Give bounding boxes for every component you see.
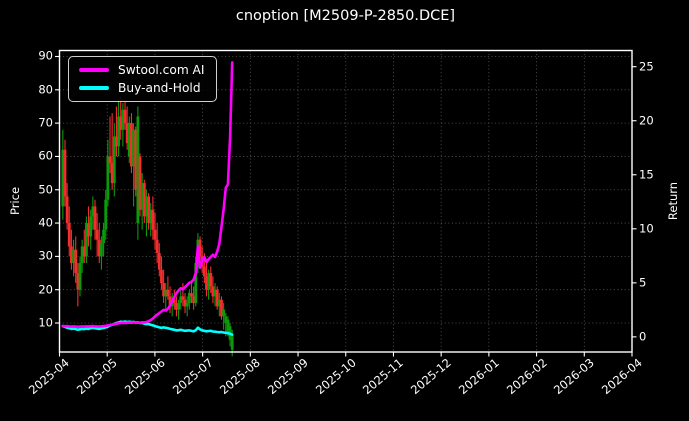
y-left-tick-label: 40	[38, 215, 53, 230]
y-left-tick-label: 50	[38, 182, 53, 196]
y-right-tick-label: 0	[639, 329, 647, 344]
ai-line-swatch	[79, 68, 109, 72]
chart-title: cnoption [M2509-P-2850.DCE]	[235, 8, 456, 24]
y-right-tick-label: 5	[639, 275, 647, 290]
y-left-tick-label: 80	[38, 82, 53, 97]
legend: Swtool.com AI Buy-and-Hold	[68, 56, 217, 102]
y-left-tick-label: 30	[38, 248, 53, 263]
legend-label-bh: Buy-and-Hold	[118, 81, 201, 95]
y-left-tick-label: 90	[38, 48, 53, 63]
y-right-tick-label: 15	[639, 167, 654, 182]
y-right-tick-label: 20	[639, 112, 654, 127]
y-right-tick-label: 10	[639, 221, 654, 236]
bh-line-swatch	[79, 86, 109, 90]
y-left-tick-label: 60	[38, 148, 53, 163]
y-left-tick-label: 10	[38, 315, 53, 330]
legend-label-ai: Swtool.com AI	[118, 63, 205, 77]
y-right-tick-label: 25	[639, 58, 654, 73]
legend-item-bh: Buy-and-Hold	[79, 81, 206, 95]
y-left-tick-label: 20	[38, 281, 53, 296]
legend-item-ai: Swtool.com AI	[79, 63, 206, 77]
y-left-tick-label: 70	[38, 115, 53, 130]
